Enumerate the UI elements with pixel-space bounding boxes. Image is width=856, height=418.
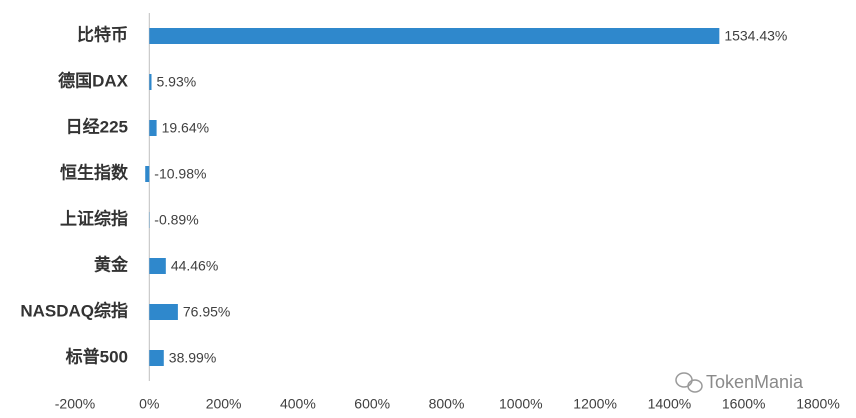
- x-tick-label: 1800%: [796, 396, 840, 412]
- bar: [149, 350, 164, 366]
- x-tick-label: 1600%: [722, 396, 766, 412]
- value-label: 44.46%: [171, 258, 218, 274]
- value-label: 38.99%: [169, 350, 216, 366]
- x-tick-label: 1000%: [499, 396, 543, 412]
- x-tick-label: 1200%: [573, 396, 617, 412]
- category-label: 上证综指: [60, 208, 128, 228]
- category-label: 德国DAX: [58, 70, 129, 90]
- bar: [149, 74, 152, 90]
- category-label: 标普500: [66, 346, 128, 366]
- x-tick-label: 800%: [429, 396, 465, 412]
- category-label: 恒生指数: [60, 162, 129, 182]
- watermark-icon: [675, 372, 703, 393]
- value-label: -0.89%: [154, 212, 198, 228]
- x-tick-label: -200%: [55, 396, 95, 412]
- category-label: NASDAQ综指: [20, 300, 128, 320]
- category-label: 比特币: [77, 24, 128, 44]
- x-tick-label: 1400%: [648, 396, 692, 412]
- x-tick-label: 200%: [206, 396, 242, 412]
- bar: [149, 120, 157, 136]
- value-label: 76.95%: [183, 304, 230, 320]
- bar: [149, 258, 166, 274]
- bar: [149, 304, 178, 320]
- x-tick-label: 0%: [139, 396, 159, 412]
- category-label: 日经225: [66, 116, 128, 136]
- x-tick-label: 400%: [280, 396, 316, 412]
- category-label: 黄金: [94, 254, 129, 274]
- value-label: 19.64%: [162, 120, 209, 136]
- watermark: TokenMania: [706, 372, 804, 392]
- x-tick-label: 600%: [354, 396, 390, 412]
- value-label: 1534.43%: [724, 28, 787, 44]
- value-label: -10.98%: [154, 166, 206, 182]
- bar: [145, 166, 150, 182]
- value-label: 5.93%: [157, 74, 197, 90]
- bar: [149, 28, 720, 44]
